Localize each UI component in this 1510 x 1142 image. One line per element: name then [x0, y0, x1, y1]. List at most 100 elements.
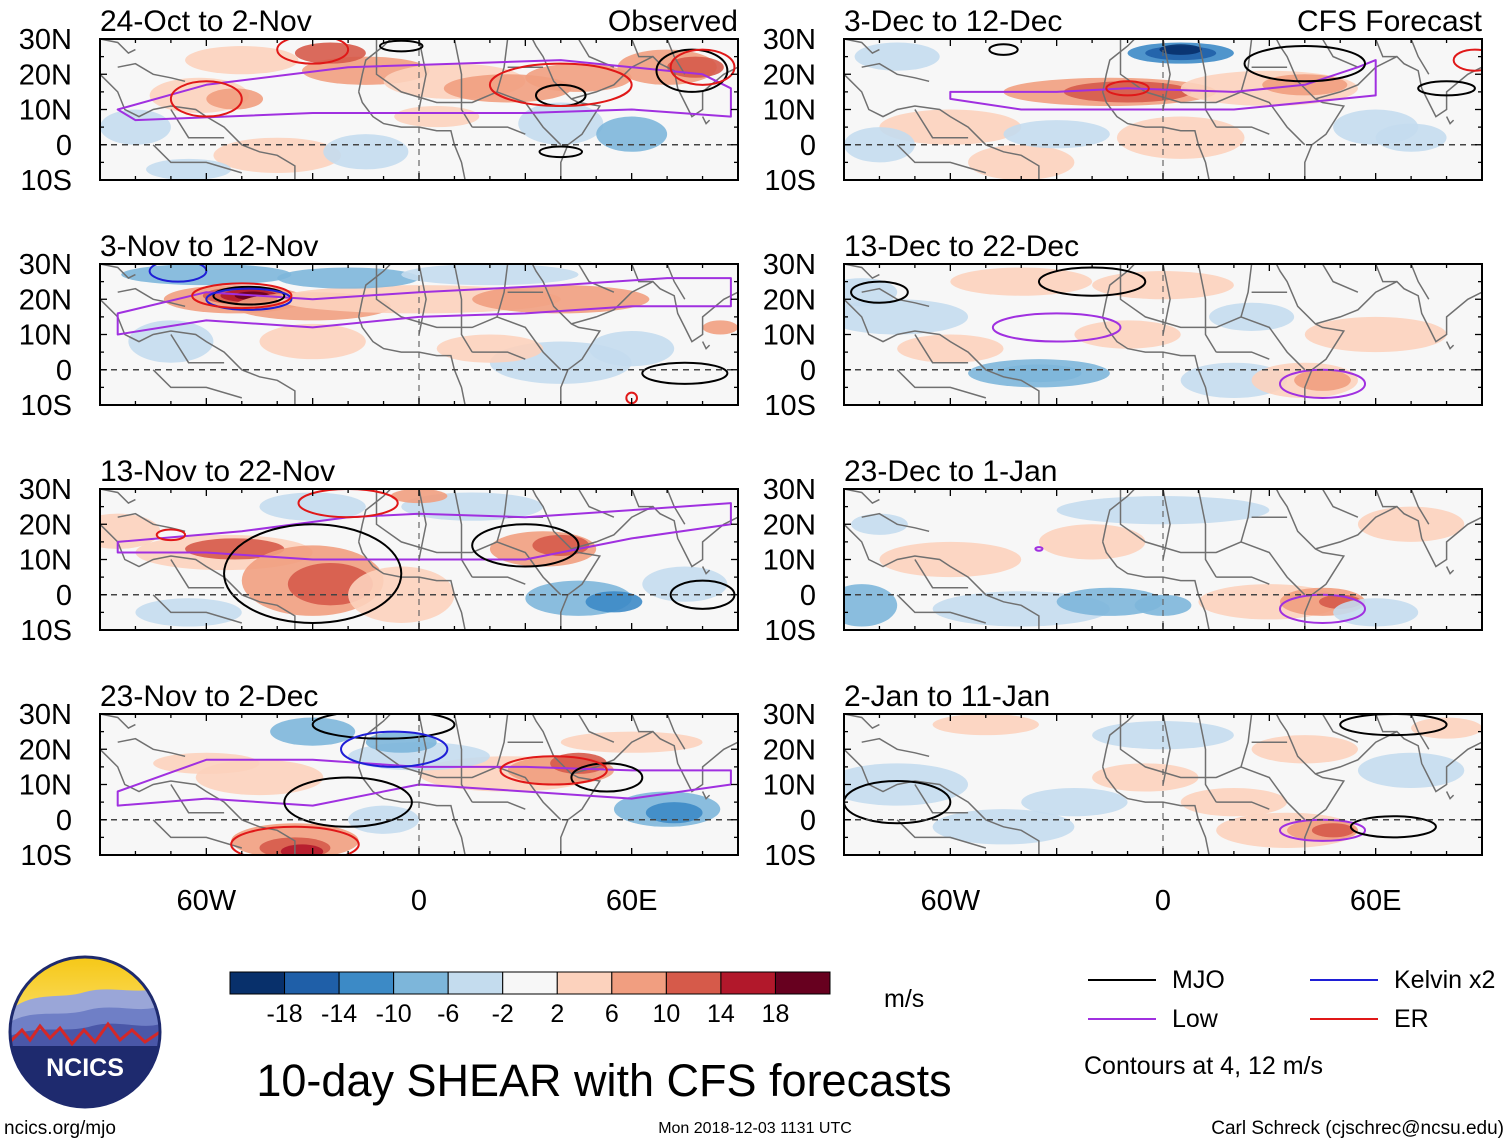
- shear-anomaly-blob: [844, 299, 969, 335]
- shear-anomaly-blob: [1209, 302, 1295, 331]
- map-boundary-line: [100, 748, 296, 855]
- lat-tick-label: 10S: [764, 390, 816, 422]
- shear-anomaly-blob: [1063, 81, 1192, 103]
- map-boundary-line: [844, 73, 1040, 180]
- panel-p7: [843, 488, 1483, 631]
- wave-contour: [297, 489, 399, 519]
- map-boundary-line: [631, 39, 653, 58]
- shear-anomaly-blob: [702, 320, 738, 335]
- panel-p4: [99, 713, 739, 856]
- shear-anomaly-blob: [1116, 116, 1245, 159]
- map-boundary-line: [1321, 714, 1359, 743]
- map-boundary-line: [1162, 714, 1171, 785]
- lat-tick-label: 30N: [763, 249, 816, 281]
- wave-contour: [283, 776, 413, 828]
- map-boundary-line: [1445, 566, 1455, 575]
- lat-tick-label: 20N: [763, 734, 816, 766]
- map-boundary-line: [1119, 264, 1253, 329]
- map-boundary-line: [1197, 489, 1217, 578]
- lat-tick-label: 20N: [19, 59, 72, 91]
- map-boundary-line: [896, 594, 987, 624]
- shear-anomaly-blob: [394, 105, 480, 128]
- colorbar-tick-label: -14: [321, 1000, 357, 1028]
- map-boundary-line: [418, 264, 427, 335]
- map-boundary-line: [914, 559, 969, 589]
- colorbar-swatch: [229, 971, 286, 995]
- panel-title: 13-Nov to 22-Nov: [100, 455, 335, 488]
- map-boundary-line: [1315, 55, 1482, 118]
- map-boundary-line: [1101, 39, 1136, 93]
- map-boundary-line: [701, 116, 711, 125]
- map-boundary-line: [577, 714, 615, 743]
- wave-contour: [155, 528, 187, 542]
- lat-tick-label: 10S: [20, 840, 72, 872]
- map-boundary-line: [1240, 91, 1306, 146]
- map-boundary-line: [496, 316, 562, 371]
- colorbar-tick-label: 10: [652, 1000, 680, 1028]
- map-boundary-line: [1410, 714, 1430, 750]
- lat-tick-label: 30N: [763, 474, 816, 506]
- shear-anomaly-blob: [401, 264, 579, 286]
- colorbar-tick-label: 2: [550, 1000, 564, 1028]
- lat-tick-label: 20N: [763, 284, 816, 316]
- lat-tick-label: 10S: [764, 840, 816, 872]
- wave-contour: [991, 312, 1122, 343]
- map-boundary-line: [896, 144, 987, 174]
- map-boundary-line: [472, 576, 526, 585]
- shear-anomaly-blob: [206, 88, 264, 110]
- lat-tick-label: 10N: [763, 95, 816, 127]
- map-boundary-line: [496, 541, 562, 596]
- ncics-logo: NCICS: [8, 955, 162, 1109]
- wave-contour: [499, 755, 608, 786]
- footer-url[interactable]: ncics.org/mjo: [4, 1118, 116, 1139]
- map-boundary-line: [1240, 541, 1306, 596]
- map-boundary-line: [152, 144, 243, 174]
- map-boundary-line: [1375, 489, 1397, 508]
- lat-tick-label: 0: [800, 355, 816, 387]
- map-boundary-line: [496, 91, 562, 146]
- footer-author: Carl Schreck (cjschrec@ncsu.edu): [1211, 1118, 1504, 1139]
- shear-anomaly-blob: [585, 591, 643, 613]
- colorbar-swatch: [502, 971, 558, 995]
- map-boundary-line: [1162, 39, 1171, 110]
- lat-tick-label: 0: [56, 355, 72, 387]
- colorbar-swatch: [611, 971, 667, 995]
- shear-anomaly-blob: [259, 492, 366, 521]
- shear-anomaly-blob: [1134, 594, 1192, 616]
- colorbar-tick-label: 18: [762, 1000, 790, 1028]
- lon-tick-label: 60E: [606, 885, 658, 917]
- lat-tick-label: 10N: [19, 95, 72, 127]
- map-boundary-line: [170, 559, 225, 589]
- shear-anomaly-blob: [950, 267, 1093, 296]
- lat-tick-label: 0: [800, 580, 816, 612]
- legend-label: MJO: [1172, 966, 1225, 994]
- lat-tick-label: 10N: [19, 320, 72, 352]
- shear-anomaly-blob: [323, 134, 409, 170]
- map-boundary-line: [1445, 341, 1455, 350]
- wave-contour: [379, 39, 424, 53]
- map-boundary-line: [914, 784, 969, 814]
- shear-anomaly-blob: [294, 42, 366, 64]
- lat-tick-label: 0: [800, 130, 816, 162]
- panel-title: 3-Nov to 12-Nov: [100, 230, 318, 263]
- map-boundary-line: [1119, 714, 1253, 779]
- shear-anomaly-blob: [1056, 496, 1270, 525]
- lat-tick-label: 0: [56, 130, 72, 162]
- lat-tick-label: 10S: [20, 165, 72, 197]
- wave-contour: [340, 730, 449, 768]
- map-boundary-line: [571, 505, 738, 568]
- panel-p1: [99, 38, 739, 181]
- colorbar-tick-label: -6: [437, 1000, 459, 1028]
- shear-anomaly-blob: [1003, 120, 1110, 149]
- panel-p8: [843, 713, 1483, 856]
- wave-contour: [276, 39, 350, 65]
- map-boundary-line: [1321, 489, 1359, 518]
- wave-contour: [1034, 546, 1044, 552]
- map-boundary-line: [418, 714, 427, 785]
- shear-anomaly-blob: [1021, 788, 1128, 817]
- map-boundary-line: [453, 39, 473, 128]
- map-boundary-line: [1275, 39, 1346, 180]
- forecast-label: CFS Forecast: [1297, 5, 1483, 38]
